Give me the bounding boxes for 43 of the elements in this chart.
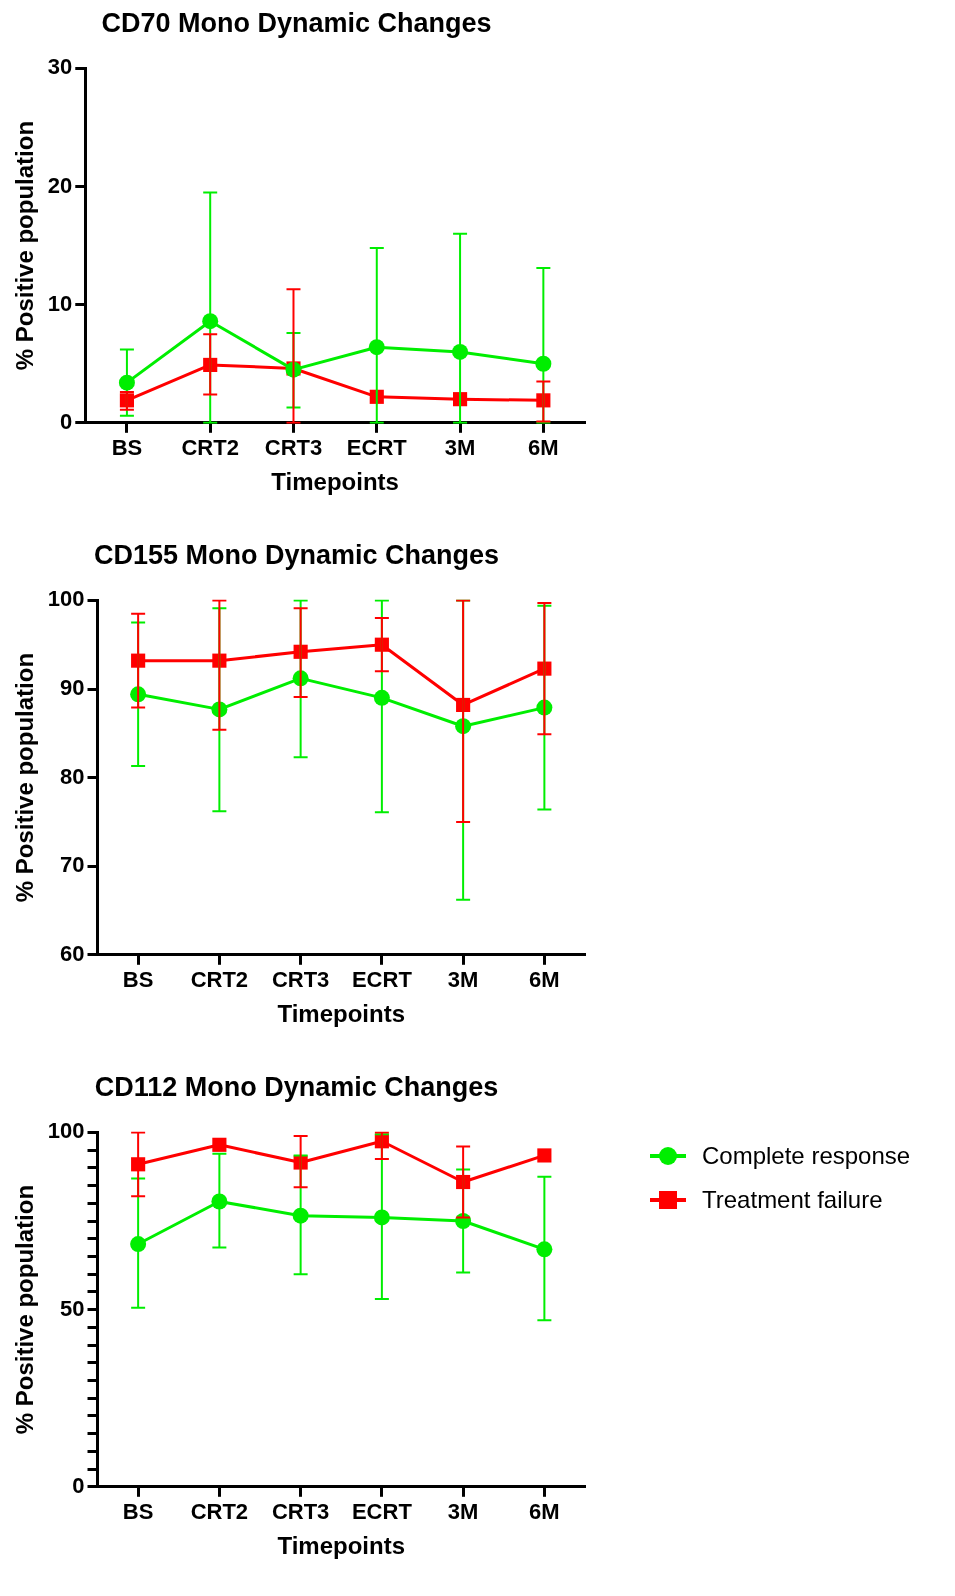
x-tick-label: 6M — [528, 435, 559, 461]
y-tick-label: 70 — [60, 852, 85, 878]
y-axis-title: % Positive population — [11, 1184, 39, 1435]
x-tick-label: CRT2 — [190, 967, 249, 993]
point — [212, 1137, 227, 1152]
x-tick-label: ECRT — [351, 1499, 413, 1525]
x-tick-label: 3M — [447, 967, 479, 993]
x-axis-title: Timepoints — [271, 468, 399, 496]
x-tick-label: CRT3 — [271, 1499, 330, 1525]
x-tick-label: CRT3 — [271, 967, 330, 993]
y-tick-label: 90 — [60, 675, 85, 701]
legend-label: Treatment failure — [702, 1186, 883, 1214]
x-tick-label: CRT3 — [264, 435, 323, 461]
y-tick-label: 100 — [47, 1118, 85, 1144]
y-tick-label: 100 — [47, 586, 85, 612]
y-axis-title: % Positive population — [11, 120, 39, 371]
y-tick-label: 0 — [72, 1472, 85, 1498]
x-tick-label: BS — [122, 967, 154, 993]
x-axis-title: Timepoints — [277, 1532, 406, 1560]
y-axis-title: % Positive population — [11, 652, 39, 903]
x-tick-label: CRT2 — [190, 1499, 249, 1525]
y-tick-label: 10 — [47, 290, 73, 316]
x-axis-title: Timepoints — [277, 1000, 406, 1028]
y-tick-label: 0 — [60, 408, 73, 434]
x-tick-label: BS — [122, 1499, 154, 1525]
y-tick-label: 20 — [47, 172, 73, 198]
x-tick-label: 6M — [529, 967, 560, 993]
x-tick-label: CRT2 — [181, 435, 239, 461]
x-tick-label: ECRT — [351, 967, 413, 993]
y-tick-label: 50 — [60, 1295, 85, 1321]
legend-label: Complete response — [702, 1142, 911, 1170]
x-tick-label: 3M — [444, 435, 476, 461]
y-tick-label: 30 — [47, 54, 73, 80]
chart-title: CD70 Mono Dynamic Changes — [101, 7, 492, 38]
chart-title: CD155 Mono Dynamic Changes — [93, 539, 500, 570]
point — [537, 1148, 552, 1163]
y-tick-label: 80 — [60, 763, 85, 789]
x-tick-label: 6M — [529, 1499, 560, 1525]
x-tick-label: ECRT — [346, 435, 408, 461]
chart-title: CD112 Mono Dynamic Changes — [94, 1071, 499, 1102]
x-tick-label: 3M — [447, 1499, 479, 1525]
y-tick-label: 60 — [60, 940, 85, 966]
x-tick-label: BS — [111, 435, 143, 461]
